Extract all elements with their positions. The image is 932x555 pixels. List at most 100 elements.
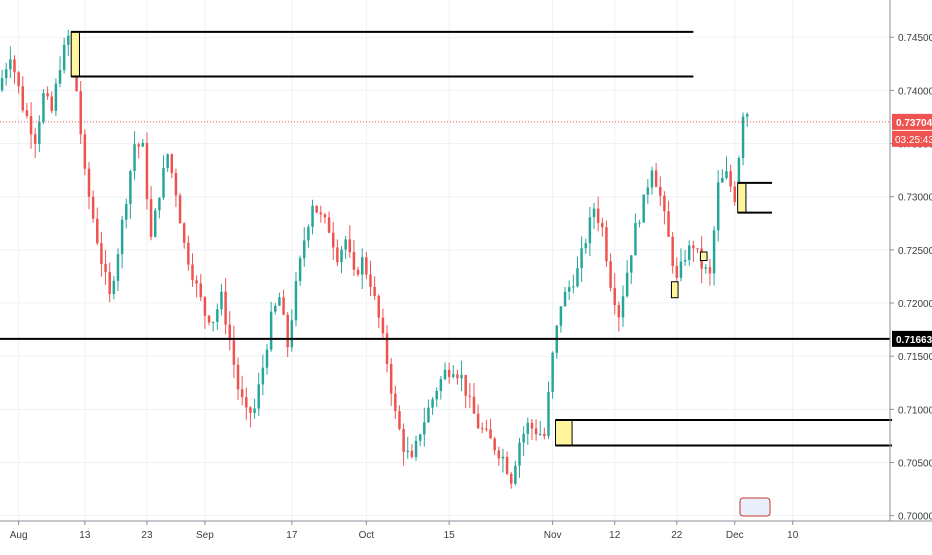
candle-body[interactable] <box>365 257 368 275</box>
candle-body[interactable] <box>9 59 12 70</box>
candle-body[interactable] <box>642 194 645 223</box>
candle-body[interactable] <box>456 374 459 379</box>
candle-body[interactable] <box>319 212 323 215</box>
candle-body[interactable] <box>613 287 616 306</box>
candle-body[interactable] <box>481 428 484 430</box>
candle-body[interactable] <box>708 267 712 274</box>
candle-body[interactable] <box>42 93 45 122</box>
candle-body[interactable] <box>145 142 149 200</box>
candle-body[interactable] <box>220 291 223 310</box>
candle-body[interactable] <box>257 384 260 409</box>
candle-body[interactable] <box>195 280 198 284</box>
candle-body[interactable] <box>116 254 120 281</box>
candle-body[interactable] <box>472 396 476 414</box>
candle-body[interactable] <box>38 121 41 144</box>
candle-body[interactable] <box>133 144 136 171</box>
candle-body[interactable] <box>580 248 583 269</box>
candle-body[interactable] <box>551 352 554 392</box>
zone-marker[interactable] <box>70 31 80 78</box>
candle-body[interactable] <box>377 296 381 318</box>
candle-body[interactable] <box>452 374 455 377</box>
candle-body[interactable] <box>331 232 335 248</box>
candle-body[interactable] <box>389 363 393 394</box>
candle-body[interactable] <box>25 110 29 117</box>
candle-body[interactable] <box>567 287 571 292</box>
candle-body[interactable] <box>501 456 505 459</box>
candle-body[interactable] <box>509 473 513 484</box>
candle-body[interactable] <box>178 195 182 224</box>
candle-body[interactable] <box>141 142 145 147</box>
candle-body[interactable] <box>108 272 111 295</box>
candle-body[interactable] <box>356 269 360 275</box>
candle-body[interactable] <box>369 274 372 287</box>
candle-body[interactable] <box>745 114 749 117</box>
candle-body[interactable] <box>294 281 298 321</box>
candle-body[interactable] <box>538 433 542 435</box>
candle-body[interactable] <box>67 35 70 45</box>
candle-body[interactable] <box>298 258 302 282</box>
candle-body[interactable] <box>526 422 530 434</box>
candle-body[interactable] <box>261 367 265 385</box>
candle-body[interactable] <box>269 311 273 350</box>
candle-body[interactable] <box>199 283 203 298</box>
candle-body[interactable] <box>741 116 745 159</box>
candle-body[interactable] <box>601 222 604 228</box>
candle-body[interactable] <box>696 248 699 250</box>
candle-body[interactable] <box>352 252 356 270</box>
candle-body[interactable] <box>716 182 720 231</box>
candle-body[interactable] <box>344 239 347 250</box>
candle-body[interactable] <box>274 305 277 312</box>
candle-body[interactable] <box>79 91 82 135</box>
candle-body[interactable] <box>216 309 219 322</box>
candle-body[interactable] <box>547 391 550 436</box>
candle-body[interactable] <box>348 239 352 253</box>
candle-body[interactable] <box>530 422 534 429</box>
candle-body[interactable] <box>203 297 207 316</box>
candle-body[interactable] <box>514 465 517 484</box>
candle-body[interactable] <box>83 134 87 169</box>
candle-body[interactable] <box>654 170 658 187</box>
candle-body[interactable] <box>729 171 732 187</box>
candle-body[interactable] <box>439 379 443 391</box>
candle-body[interactable] <box>493 438 496 451</box>
candle-body[interactable] <box>311 205 314 227</box>
candle-body[interactable] <box>522 433 525 443</box>
candle-body[interactable] <box>435 390 438 400</box>
candle-body[interactable] <box>447 369 451 377</box>
candle-body[interactable] <box>191 264 194 281</box>
candle-body[interactable] <box>253 408 256 413</box>
candle-body[interactable] <box>559 306 563 326</box>
candle-body[interactable] <box>158 197 161 211</box>
candle-body[interactable] <box>596 208 600 223</box>
candle-body[interactable] <box>704 267 708 269</box>
candle-body[interactable] <box>460 374 463 379</box>
candle-body[interactable] <box>100 243 103 264</box>
candle-body[interactable] <box>240 389 244 398</box>
candle-body[interactable] <box>315 205 318 213</box>
candle-body[interactable] <box>679 261 683 278</box>
candle-body[interactable] <box>725 171 728 178</box>
candle-body[interactable] <box>228 324 231 341</box>
candle-body[interactable] <box>166 154 169 168</box>
candle-body[interactable] <box>278 297 281 306</box>
candle-body[interactable] <box>476 413 480 429</box>
candle-body[interactable] <box>605 227 608 262</box>
small-zone-box[interactable] <box>670 281 679 299</box>
candle-body[interactable] <box>576 268 579 287</box>
candle-body[interactable] <box>650 170 654 188</box>
candle-body[interactable] <box>340 249 343 263</box>
candle-body[interactable] <box>497 450 501 459</box>
candle-body[interactable] <box>543 433 546 436</box>
candle-body[interactable] <box>245 397 248 408</box>
candle-body[interactable] <box>692 245 695 249</box>
candle-body[interactable] <box>398 411 401 429</box>
candle-body[interactable] <box>96 218 99 244</box>
candle-body[interactable] <box>162 167 165 198</box>
candle-body[interactable] <box>4 69 8 79</box>
candle-body[interactable] <box>592 208 596 218</box>
candle-body[interactable] <box>58 70 62 84</box>
candle-body[interactable] <box>21 86 25 111</box>
candle-body[interactable] <box>137 144 140 147</box>
candle-body[interactable] <box>104 263 107 273</box>
